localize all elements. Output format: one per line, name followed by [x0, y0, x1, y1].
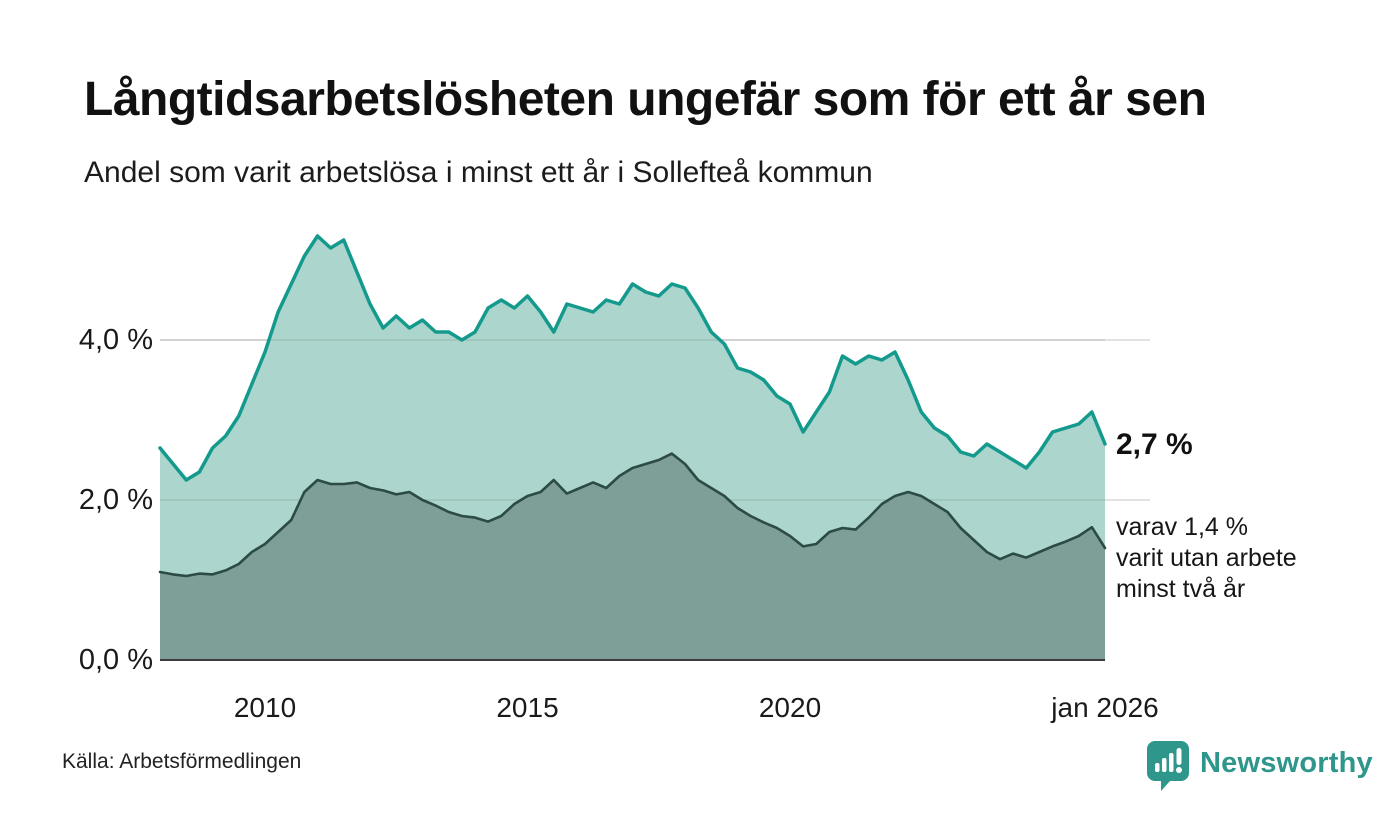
latest-subset-line1: varav 1,4 %: [1116, 513, 1249, 541]
y-tick-label: 2,0 %: [78, 484, 153, 516]
y-tick-label: 4,0 %: [78, 324, 153, 356]
x-tick-label: 2015: [496, 692, 559, 723]
x-tick-label: 2020: [758, 692, 822, 723]
latest-subset-line2: varit utan arbete: [1116, 544, 1297, 572]
newsworthy-brand: Newsworthy: [1146, 740, 1373, 792]
x-tick-label: jan 2026: [1051, 692, 1159, 723]
page-title: Långtidsarbetslösheten ungefär som för e…: [84, 73, 1207, 126]
newsworthy-logo-icon: [1147, 741, 1189, 791]
latest-subset-label: varav 1,4 % varit utan arbete minst två …: [1116, 512, 1297, 605]
latest-total-label: 2,7 %: [1116, 428, 1193, 461]
x-tick-label: 2010: [233, 692, 297, 723]
page-subtitle: Andel som varit arbetslösa i minst ett å…: [84, 156, 873, 189]
newsworthy-wordmark: Newsworthy: [1200, 746, 1373, 779]
latest-subset-line3: minst två år: [1116, 575, 1246, 603]
source-note: Källa: Arbetsförmedlingen: [62, 750, 302, 773]
y-tick-label: 0,0 %: [78, 644, 153, 676]
